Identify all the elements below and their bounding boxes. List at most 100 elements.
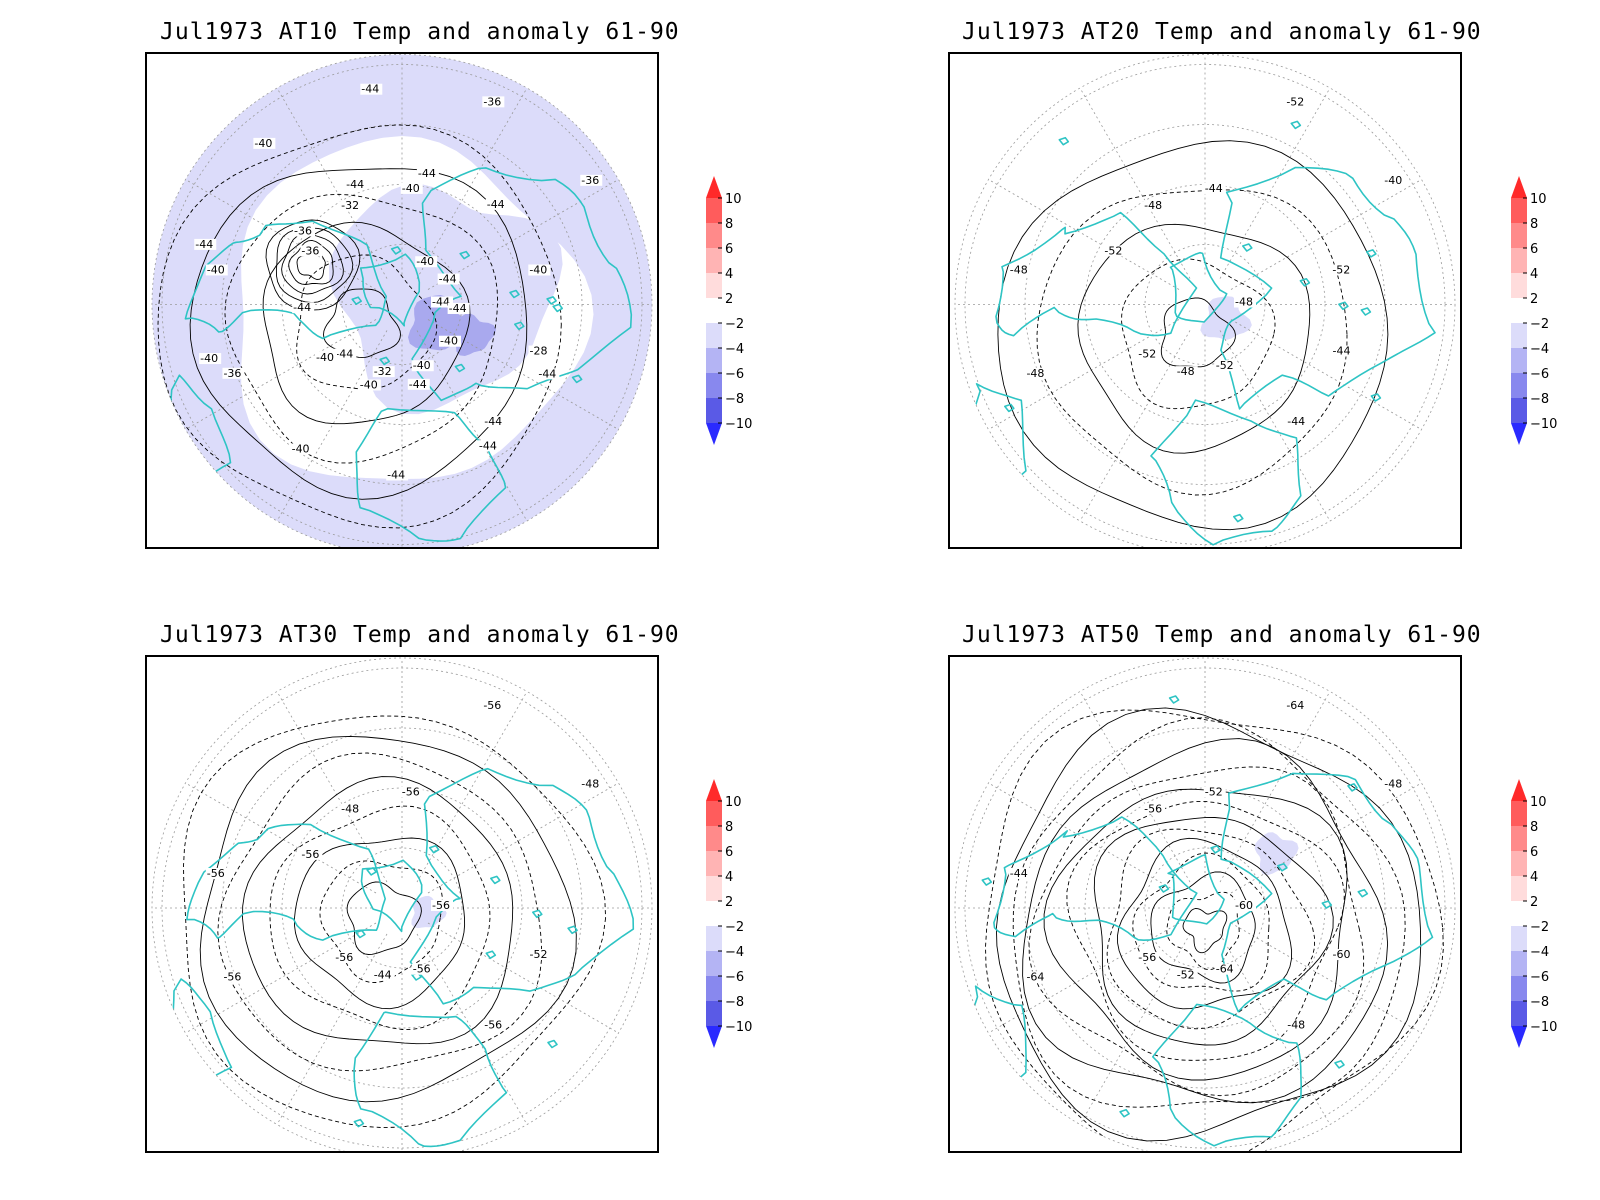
contour-label-bg xyxy=(334,952,357,964)
coastline xyxy=(1219,166,1436,410)
panel-title: Jul1973 AT50 Temp and anomaly 61-90 xyxy=(962,622,1482,648)
coastline xyxy=(993,816,1198,941)
temperature-contour xyxy=(281,233,344,295)
hemisphere-boundary xyxy=(151,54,653,547)
contour-label: -40 xyxy=(413,359,431,372)
coastline xyxy=(351,296,362,305)
colorbar-segment xyxy=(1511,223,1527,248)
colorbar-tick-label: 10 xyxy=(725,192,742,207)
contour-label-bg xyxy=(1103,245,1126,257)
temperature-contour xyxy=(1121,258,1276,410)
temperature-contour xyxy=(217,752,542,1072)
colorbar-arrow-down xyxy=(1511,423,1527,445)
colorbar-segment xyxy=(706,976,722,1001)
map-canvas: -60 -56 -52 -48 -44 -48 -52 -56 -60 -64 -64 -64 xyxy=(954,657,1456,1151)
anomaly-colorbar: 10 8 6 4 2 −2 −4 −6 −8 −10 xyxy=(1505,174,1575,468)
polar-map-at30: -56 -56 -56 -56 -56 -48 -44 -48 -52 -56 -56 -56 -56 xyxy=(145,655,659,1153)
temperature-contour xyxy=(262,221,471,425)
colorbar-tick-label: 2 xyxy=(1530,895,1538,910)
colorbar-tick-label: 2 xyxy=(1530,292,1538,307)
colorbar-segment xyxy=(1511,373,1527,398)
contour-label-bg xyxy=(1137,348,1160,360)
coastline xyxy=(1167,853,1225,925)
colorbar-tick-label: 2 xyxy=(725,292,733,307)
meridian-line xyxy=(416,330,528,522)
contour-label: -44 xyxy=(293,301,311,314)
colorbar-tick-label: −2 xyxy=(725,920,744,935)
contour-label: -48 xyxy=(1144,199,1162,212)
colorbar-tick-label: −2 xyxy=(1530,317,1549,332)
contour-label: -64 xyxy=(1216,963,1234,976)
coastline xyxy=(409,767,635,1005)
anomaly-fill xyxy=(411,895,447,929)
polar-map-at20: -48 -52 -44 -44 -48 -40 -48 -48 -44 -48 -52 -52 -52 -… xyxy=(948,52,1462,549)
meridian-line xyxy=(416,87,528,279)
colorbar-segment xyxy=(1511,273,1527,298)
contour-label-bg xyxy=(407,378,430,390)
contour-label: -56 xyxy=(1144,803,1162,816)
contour-label-bg xyxy=(537,368,560,380)
colorbar-segment xyxy=(706,373,722,398)
contour-label-bg xyxy=(483,1019,506,1031)
anomaly-colorbar: 10 8 6 4 2 −2 −4 −6 −8 −10 xyxy=(700,174,770,468)
contour-label-bg xyxy=(1331,345,1354,357)
meridian-line xyxy=(1219,330,1331,522)
contour-label: -44 xyxy=(418,167,436,180)
colorbar-segment xyxy=(706,926,722,951)
meridian-line xyxy=(185,179,377,290)
coastline xyxy=(490,875,501,885)
contour-label: -48 xyxy=(1287,1019,1305,1032)
contour-label-bg xyxy=(482,96,505,108)
colorbar-segment xyxy=(1511,348,1527,373)
colorbar-tick-label: −10 xyxy=(1530,1020,1557,1035)
contour-label: -52 xyxy=(1104,244,1122,257)
meridian-line xyxy=(1079,933,1191,1125)
contour-label-bg xyxy=(194,238,217,250)
coastline xyxy=(360,859,423,933)
latitude-circle xyxy=(1084,787,1326,1029)
contour-label: -48 xyxy=(1235,296,1253,309)
contour-label-bg xyxy=(580,174,603,186)
temperature-contour xyxy=(985,709,1444,1151)
meridian-line xyxy=(427,782,619,894)
colorbar-tick-label: −6 xyxy=(1530,367,1549,382)
temperature-contour xyxy=(275,227,354,304)
coastline xyxy=(1058,136,1070,146)
colorbar-arrow-down xyxy=(706,1026,722,1048)
colorbar-segment xyxy=(706,1001,722,1026)
coastline xyxy=(1152,1003,1302,1147)
contour-label: -48 xyxy=(1384,777,1402,790)
polar-map-at50: -60 -56 -52 -48 -44 -48 -52 -56 -60 -64 -64 -64 xyxy=(948,655,1462,1153)
colorbar-segment xyxy=(1511,1001,1527,1026)
contour-label-bg xyxy=(1234,296,1256,308)
contour-label-bg xyxy=(411,963,434,975)
colorbar-segment xyxy=(706,826,722,851)
coastline xyxy=(1334,1060,1345,1069)
colorbar-tick-label: 10 xyxy=(1530,192,1547,207)
colorbar-segment xyxy=(1511,826,1527,851)
contour-label-bg xyxy=(1383,778,1406,790)
coastline xyxy=(1168,695,1180,704)
contour-label: -56 xyxy=(1138,951,1156,964)
coastline xyxy=(552,303,563,313)
contour-label-bg xyxy=(528,264,551,276)
coastline xyxy=(571,374,583,384)
contour-label-bg xyxy=(205,867,228,879)
colorbar-arrow-up xyxy=(1511,779,1527,801)
colorbar-tick-label: 10 xyxy=(1530,795,1547,810)
colorbar-tick-label: −10 xyxy=(725,417,752,432)
contour-label-bg xyxy=(1143,200,1166,212)
contour-label-bg xyxy=(580,778,603,790)
contour-label: -48 xyxy=(1010,263,1028,276)
coastline xyxy=(1360,307,1372,316)
contour-label: -52 xyxy=(530,948,548,961)
contour-label-bg xyxy=(1383,174,1406,186)
polar-map-at10: -44 -44 -40 -44 -40 -36 -32 -32 -28 -36 -36 -40 -36-… xyxy=(145,52,659,549)
contour-label: -52 xyxy=(1205,785,1223,798)
contour-label-bg xyxy=(411,360,434,372)
contour-label: -36 xyxy=(301,244,319,257)
contour-label-bg xyxy=(1025,971,1048,983)
coastline xyxy=(1233,513,1244,523)
contour-label-bg xyxy=(400,182,423,194)
contour-label-bg xyxy=(386,469,409,481)
